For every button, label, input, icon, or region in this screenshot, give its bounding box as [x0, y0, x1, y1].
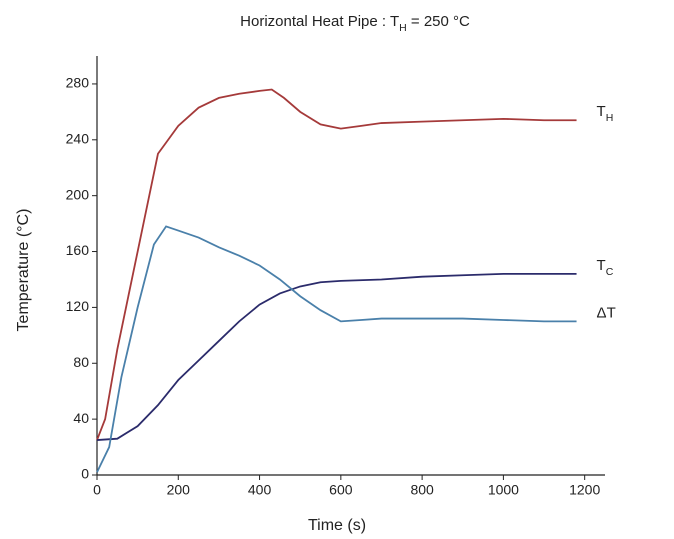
x-tick-label: 600	[329, 482, 353, 498]
x-axis-label: Time (s)	[308, 517, 366, 534]
y-tick-label: 240	[66, 131, 90, 147]
x-tick-label: 200	[167, 482, 191, 498]
series-line	[96, 272, 577, 441]
series-line	[96, 88, 577, 441]
x-tick-label: 1200	[569, 482, 600, 498]
y-tick-label: 120	[66, 298, 90, 314]
y-tick-label: 0	[81, 466, 89, 482]
x-tick-label: 1000	[488, 482, 519, 498]
y-tick-label: 40	[73, 410, 89, 426]
series-label: TH	[597, 103, 614, 124]
y-axis-label: Temperature (°C)	[15, 209, 32, 332]
series-label: TC	[597, 257, 614, 278]
y-tick-label: 80	[73, 354, 89, 370]
x-tick-label: 800	[410, 482, 434, 498]
chart-title: Horizontal Heat Pipe : TH = 250 °C	[240, 13, 470, 34]
y-tick-label: 200	[66, 186, 90, 202]
y-tick-label: 280	[66, 75, 90, 91]
y-tick-label: 160	[66, 242, 90, 258]
series-label: ΔT	[597, 304, 616, 321]
x-tick-label: 400	[248, 482, 272, 498]
x-tick-label: 0	[93, 482, 101, 498]
series-line	[96, 225, 577, 473]
